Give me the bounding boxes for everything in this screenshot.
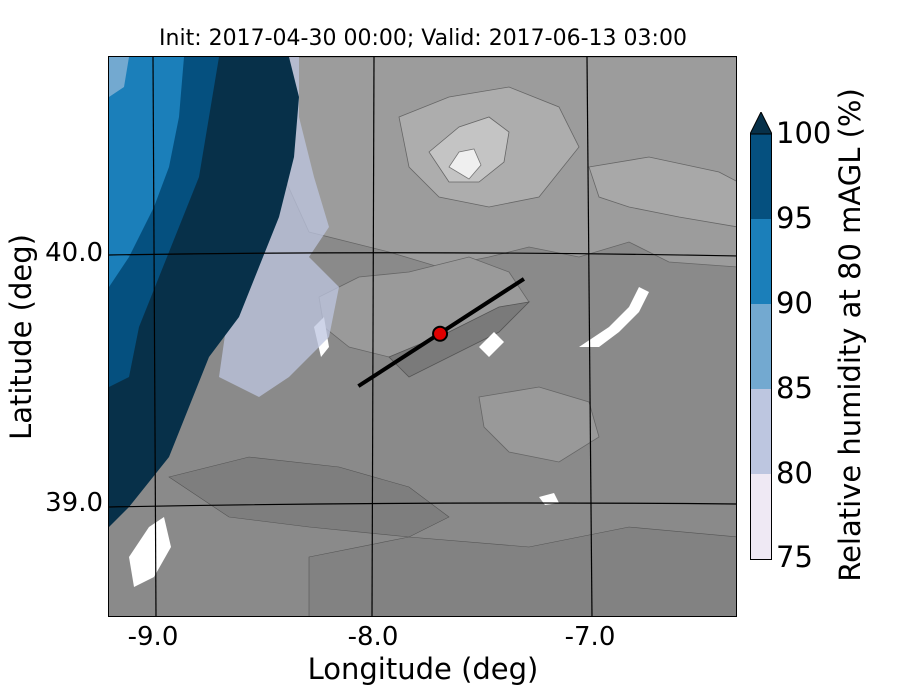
parallel-line [109,252,736,257]
colorbar-segment [750,474,772,559]
colorbar-label: Relative humidity at 80 mAGL (%) [833,88,867,582]
y-tick-label: 39.0 [45,488,103,518]
graticule [109,57,736,616]
reservoir-east [579,287,649,347]
map-panel [108,56,737,617]
colorbar-tick: 95 [776,201,813,235]
meridian-line [152,57,157,616]
x-tick-label: -8.0 [347,622,399,652]
humidity-85-90 [109,57,129,97]
terrain-south-edge [308,526,736,616]
terrain-high-northeast [588,156,736,228]
terrain-higher-north [428,116,510,183]
terrain-south-east [478,386,600,463]
valley-central [388,301,531,378]
meridian-line [586,57,593,616]
x-axis-label: Longitude (deg) [307,652,539,686]
terrain-peak [448,148,482,180]
reservoir-central [479,332,504,357]
parallel-line [109,502,736,508]
x-tick-label: -9.0 [127,622,179,652]
x-tick-label: -7.0 [564,622,616,652]
colorbar-tick: 75 [776,540,813,574]
humidity-map [109,57,736,616]
humidity-80-85 [219,57,339,397]
colorbar-tick: 80 [776,456,813,490]
humidity-90-95 [109,57,184,287]
colorbar-tick: 100 [776,116,832,150]
colorbar-extend-triangle [750,112,772,135]
colorbar-outline [750,133,772,560]
colorbar-tick: 90 [776,286,813,320]
colorbar-tick: 85 [776,371,813,405]
colorbar-segment [750,219,772,304]
terrain-south-lowland [168,456,450,538]
colorbar-segment [750,304,772,389]
map-title: Init: 2017-04-30 00:00; Valid: 2017-06-1… [159,26,687,51]
reservoir-southwest [129,517,171,587]
reservoir-south [539,493,559,505]
colorbar-segment [750,389,772,474]
y-tick-label: 40.0 [45,238,103,268]
location-marker [432,325,449,342]
meridian-line [371,57,375,616]
colorbar [750,112,772,560]
y-axis-label: Latitude (deg) [4,234,38,440]
colorbar-segment [750,134,772,219]
